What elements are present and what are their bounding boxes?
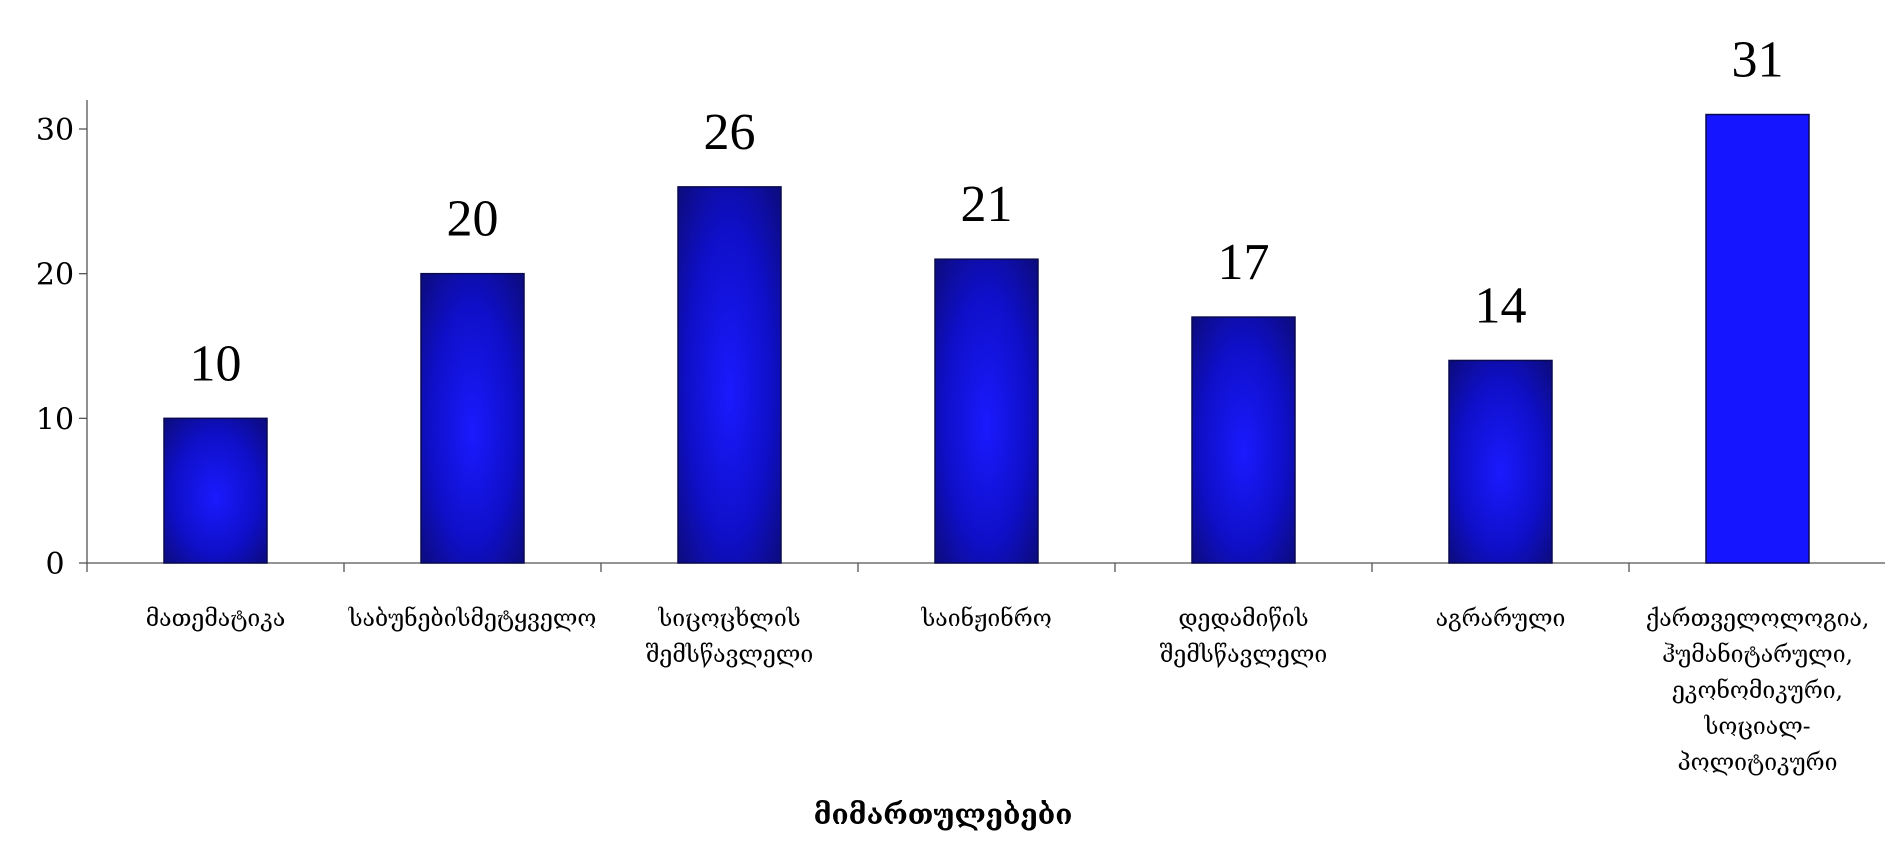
y-tick-label: 30 [36, 113, 74, 148]
data-label: 14 [1475, 277, 1527, 334]
data-label: 26 [704, 104, 756, 161]
bars [163, 113, 1810, 564]
data-label: 21 [961, 176, 1013, 233]
category-label-line: ქართველოლოგია, [1646, 606, 1870, 632]
data-label: 10 [190, 335, 242, 392]
category-label-line: საინჟინრო [920, 606, 1051, 632]
bar [677, 186, 782, 564]
category-label-line: შემსწავლელი [646, 642, 813, 668]
data-labels: 10 20 26 21 17 14 31 [190, 32, 1784, 393]
data-label: 17 [1218, 234, 1270, 291]
category-label: სიცოცხლის შემსწავლელი [646, 606, 813, 668]
y-tick-label: 0 [45, 547, 64, 582]
category-label-line: სოციალ- [1703, 714, 1810, 740]
bar [420, 272, 525, 564]
category-label: საინჟინრო [920, 606, 1051, 632]
y-tick-label: 20 [36, 258, 74, 293]
category-label-line: ეკონომიკური, [1672, 678, 1843, 704]
category-label-line: მათემატიკა [146, 606, 286, 632]
category-labels: მათემატიკა საბუნებისმეტყველო სიცოცხლის შემს… [146, 606, 1870, 776]
category-label: საბუნებისმეტყველო [348, 606, 597, 632]
data-label: 31 [1732, 32, 1784, 89]
bar [1448, 359, 1553, 564]
bar [1191, 316, 1296, 564]
data-label: 20 [447, 191, 499, 248]
bar [1705, 113, 1810, 564]
category-label-line: საბუნებისმეტყველო [348, 606, 597, 632]
category-label-line: სიცოცხლის [657, 606, 800, 632]
category-label: მათემატიკა [146, 606, 286, 632]
bar [934, 258, 1039, 564]
bar [163, 417, 268, 564]
category-label: აგრარული [1436, 606, 1566, 632]
x-axis-title: მიმართულებები [814, 798, 1073, 831]
axes: 0 10 20 30 [36, 100, 1885, 582]
category-label: დედამიწის შემსწავლელი [1160, 606, 1327, 668]
y-tick-label: 10 [36, 402, 74, 437]
category-label-line: პოლიტიკური [1678, 750, 1838, 776]
category-label-line: აგრარული [1436, 606, 1566, 632]
category-label-line: ჰუმანიტარული, [1662, 642, 1853, 668]
category-label: ქართველოლოგია, ჰუმანიტარული, ეკონომიკური, ს… [1646, 606, 1870, 776]
category-label-line: შემსწავლელი [1160, 642, 1327, 668]
category-label-line: დედამიწის [1178, 606, 1308, 632]
